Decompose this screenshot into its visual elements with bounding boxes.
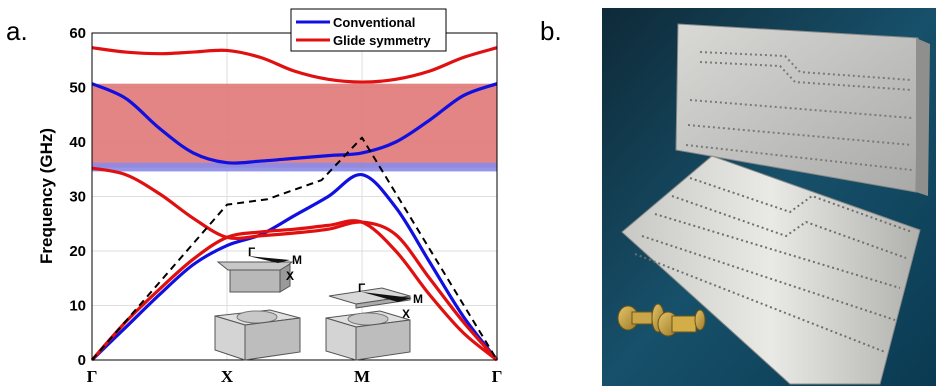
y-tick-label-0: 0 <box>78 352 86 369</box>
y-tick-label-4: 40 <box>69 134 86 151</box>
inset-x-label-1: X <box>286 269 294 283</box>
upright-groove-3 <box>689 99 913 119</box>
lying-groove-2 <box>671 195 907 259</box>
glide-unit-cell-icon: Γ M X <box>325 281 423 361</box>
brillouin-zone-triangle-1 <box>248 256 290 263</box>
bandgap-band-0 <box>92 83 497 168</box>
inset-x-label-2: X <box>402 307 410 321</box>
y-tick-label-5: 50 <box>69 80 86 97</box>
y-tick-label-3: 30 <box>69 189 86 206</box>
panel-a-label: a. <box>6 16 28 46</box>
legend: Conventional Glide symmetry <box>290 8 447 52</box>
dispersion-curves <box>90 46 499 362</box>
series-1-curve-2 <box>91 46 498 84</box>
inset-gamma-label-1: Γ <box>248 245 256 259</box>
conventional-unit-cell-base-icon <box>214 309 301 361</box>
x-tick-label-1: X <box>221 367 234 386</box>
inset-m-label-2: M <box>413 292 423 306</box>
bandgap-band-1 <box>92 162 497 172</box>
legend-label-glide: Glide symmetry <box>333 33 431 48</box>
bandgap-bands <box>92 83 497 172</box>
series-1-curve-1 <box>91 166 499 362</box>
light-line-curve-0 <box>91 136 498 361</box>
upright-groove-2 <box>699 61 913 91</box>
y-tick-label-6: 60 <box>69 25 86 42</box>
coaxial-connector-1-icon <box>617 303 665 333</box>
y-tick-label-1: 10 <box>69 298 86 315</box>
conventional-unit-cell-icon: Γ M X <box>216 245 302 293</box>
x-tick-label-0: Γ <box>87 367 98 386</box>
series-1-curve-0 <box>90 219 499 362</box>
series-0-curve-0 <box>90 173 499 362</box>
y-tick-label-2: 20 <box>69 243 86 260</box>
y-tick-labels: 0 10 20 30 40 50 60 <box>69 25 86 369</box>
brillouin-zone-triangle-2 <box>362 292 412 302</box>
unit-cell-inset: Γ M X Γ M X <box>214 245 423 361</box>
legend-label-conventional: Conventional <box>333 15 415 30</box>
x-tick-label-3: Γ <box>492 367 503 386</box>
upright-groove-1 <box>699 51 913 81</box>
legend-box <box>290 8 447 52</box>
series-0-curve-1 <box>91 82 498 165</box>
coaxial-connector-2-icon <box>657 309 706 337</box>
y-axis-title: Frequency (GHz) <box>37 128 56 264</box>
inset-m-label-1: M <box>292 253 302 267</box>
panel-b-label: b. <box>540 16 562 46</box>
inset-gamma-label-2: Γ <box>358 281 366 295</box>
fabricated-prototype-photo <box>602 8 936 386</box>
x-tick-label-2: M <box>354 367 370 386</box>
lying-plate <box>621 155 921 385</box>
lying-groove-1 <box>689 177 913 233</box>
upright-plate-edge <box>916 38 930 196</box>
